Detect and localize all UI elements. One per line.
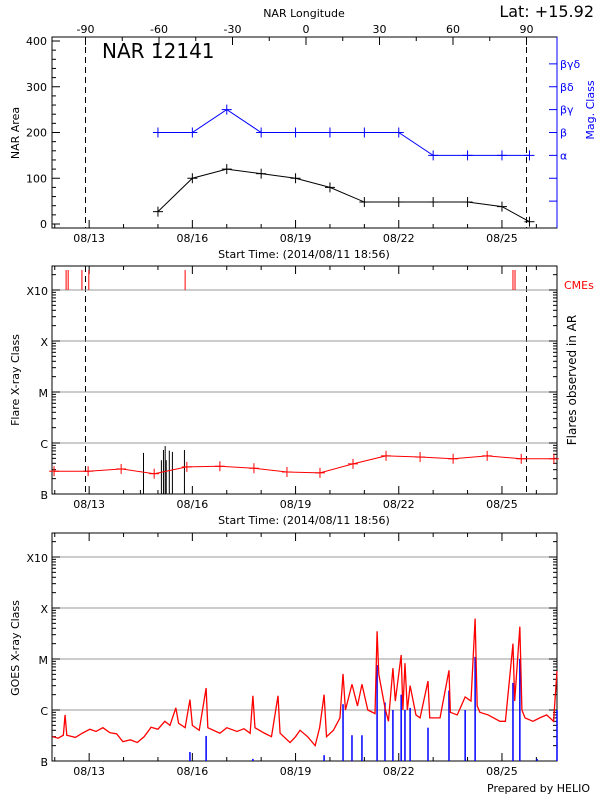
- x-tick-label: 08/16: [177, 232, 209, 245]
- class-tick-label: B: [40, 489, 48, 502]
- area-line: [157, 168, 530, 223]
- x-tick-label: 08/22: [383, 765, 415, 778]
- lon-tick-label: -30: [224, 23, 242, 36]
- lon-tick-label: 0: [303, 23, 310, 36]
- flares-y2label: Flares observed in AR: [565, 315, 579, 445]
- longitude-axis-label: NAR Longitude: [263, 7, 345, 20]
- x-tick-label: 08/25: [486, 498, 518, 511]
- x-tick-label: 08/13: [73, 498, 105, 511]
- x-tick-label: 08/19: [280, 765, 312, 778]
- x-tick-label: 08/13: [73, 232, 105, 245]
- daily-goes-line: [54, 455, 554, 475]
- class-tick-label: C: [40, 438, 48, 451]
- mag-class-ylabel: Mag. Class: [584, 80, 597, 139]
- class-tick-label: X: [40, 603, 48, 616]
- class-tick-label: M: [39, 387, 49, 400]
- area-y-tick-label: 100: [26, 172, 47, 185]
- area-y-tick-label: 400: [26, 35, 47, 48]
- mag-class-tick-label: βγ: [560, 104, 574, 117]
- goes-long-line: [52, 618, 558, 748]
- class-tick-label: M: [39, 654, 49, 667]
- mag-class-line: [157, 109, 530, 156]
- mag-class-tick-label: α: [560, 149, 567, 162]
- area-ylabel: NAR Area: [9, 107, 22, 159]
- flares-ylabel: Flare X-ray Class: [9, 334, 22, 426]
- goes-ylabel: GOES X-ray Class: [9, 600, 22, 696]
- lon-tick-label: -90: [77, 23, 95, 36]
- lon-tick-label: 60: [446, 23, 460, 36]
- class-tick-label: X: [40, 336, 48, 349]
- area-xlabel: Start Time: (2014/08/11 18:56): [218, 248, 390, 261]
- lon-tick-label: 90: [520, 23, 534, 36]
- cme-label: CMEs: [564, 279, 594, 292]
- area-y-tick-label: 300: [26, 81, 47, 94]
- lat-label: Lat: +15.92: [499, 2, 594, 21]
- lon-tick-label: -60: [150, 23, 168, 36]
- plot-frame-flares: [51, 265, 558, 495]
- plot-frame-goes: [51, 532, 558, 762]
- class-tick-label: X10: [26, 285, 48, 298]
- x-tick-label: 08/19: [280, 232, 312, 245]
- mag-class-tick-label: βδ: [560, 81, 574, 94]
- area-y-tick-label: 0: [40, 218, 47, 231]
- x-tick-label: 08/19: [280, 498, 312, 511]
- x-tick-label: 08/16: [177, 765, 209, 778]
- class-tick-label: C: [40, 705, 48, 718]
- flares-xlabel: Start Time: (2014/08/11 18:56): [218, 514, 390, 527]
- mag-class-tick-label: β: [560, 127, 567, 140]
- x-tick-label: 08/13: [73, 765, 105, 778]
- class-tick-label: B: [40, 756, 48, 769]
- x-tick-label: 08/22: [383, 498, 415, 511]
- x-tick-label: 08/22: [383, 232, 415, 245]
- x-tick-label: 08/25: [486, 765, 518, 778]
- lon-tick-label: 30: [373, 23, 387, 36]
- region-title: NAR 12141: [102, 39, 215, 63]
- area-y-tick-label: 200: [26, 127, 47, 140]
- class-tick-label: X10: [26, 552, 48, 565]
- prepared-by-label: Prepared by HELIO: [487, 782, 590, 795]
- x-tick-label: 08/25: [486, 232, 518, 245]
- x-tick-label: 08/16: [177, 498, 209, 511]
- mag-class-tick-label: βγδ: [560, 58, 581, 71]
